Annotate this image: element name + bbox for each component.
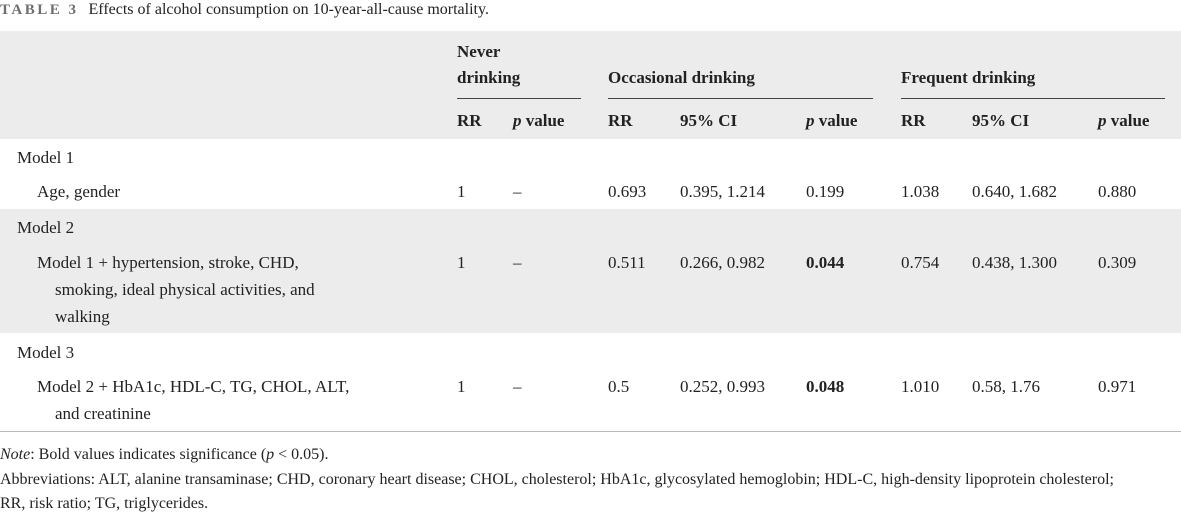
- header-never-line2: drinking: [457, 68, 521, 87]
- table-cell: 1: [457, 253, 466, 272]
- table-cell: 1: [457, 182, 466, 201]
- table-note: Note: Bold values indicates significance…: [0, 444, 329, 466]
- header-never-line1: Never: [457, 42, 501, 61]
- note-threshold: < 0.05).: [274, 446, 329, 463]
- table-cell: 1: [457, 377, 466, 396]
- col-occ-p: p value: [806, 110, 857, 132]
- model-3-adjustment-line2: and creatinine: [55, 404, 151, 423]
- table-cell: –: [513, 377, 522, 396]
- col-occ-rr: RR: [608, 111, 633, 130]
- table-cell: 0.693: [608, 182, 647, 201]
- note-text: : Bold values indicates significance (: [30, 446, 267, 463]
- header-occasional: Occasional drinking: [608, 68, 755, 87]
- col-freq-rr: RR: [901, 111, 926, 130]
- header-occasional-rule: [608, 98, 873, 99]
- table-cell: 0.640, 1.682: [972, 182, 1057, 201]
- col-freq-ci: 95% CI: [972, 111, 1030, 130]
- table-cell-significant: 0.044: [806, 253, 845, 272]
- table-cell: 0.309: [1098, 253, 1137, 272]
- p-symbol: p: [806, 111, 815, 130]
- table-cell: 0.266, 0.982: [680, 253, 765, 272]
- header-never-rule: [457, 98, 581, 99]
- table-cell: 0.5: [608, 377, 630, 396]
- table-abbreviations: Abbreviations: ALT, alanine transaminase…: [0, 471, 1114, 512]
- p-symbol: p: [1098, 111, 1107, 130]
- p-value-word: value: [1106, 111, 1150, 130]
- table-caption: TABLE 3 Effects of alcohol consumption on…: [0, 0, 489, 22]
- table-cell: 0.971: [1098, 377, 1137, 396]
- table-cell: –: [513, 253, 522, 272]
- note-p-symbol: p: [266, 446, 275, 463]
- model-3-label: Model 3: [17, 343, 75, 362]
- table-cell: 1.010: [901, 377, 940, 396]
- table-cell: 0.511: [608, 253, 646, 272]
- p-value-word: value: [814, 111, 858, 130]
- model-2-adjustment-line1: Model 1 + hypertension, stroke, CHD,: [37, 253, 299, 272]
- table-label: TABLE 3: [0, 2, 79, 18]
- col-never-p: p value: [513, 110, 564, 132]
- table-cell: 0.395, 1.214: [680, 182, 765, 201]
- table-cell: 0.199: [806, 182, 845, 201]
- model-3-adjustment-line1: Model 2 + HbA1c, HDL-C, TG, CHOL, ALT,: [37, 377, 350, 396]
- p-symbol: p: [513, 111, 522, 130]
- model-1-label: Model 1: [17, 148, 75, 167]
- table-bottom-rule: [0, 431, 1181, 432]
- note-label: Note: [0, 446, 31, 463]
- model-1-adjustment: Age, gender: [37, 182, 121, 201]
- table-cell: 0.754: [901, 253, 940, 272]
- model-2-row-background: [0, 209, 1181, 333]
- table-cell: –: [513, 182, 522, 201]
- col-never-rr: RR: [457, 111, 482, 130]
- header-background: [0, 31, 1181, 139]
- table-title: Effects of alcohol consumption on 10-yea…: [88, 1, 489, 18]
- table-cell: 0.252, 0.993: [680, 377, 765, 396]
- header-frequent: Frequent drinking: [901, 68, 1036, 87]
- col-occ-ci: 95% CI: [680, 111, 738, 130]
- table-cell-significant: 0.048: [806, 377, 845, 396]
- model-2-adjustment-line3: walking: [55, 307, 110, 326]
- model-2-adjustment-line2: smoking, ideal physical activities, and: [55, 280, 315, 299]
- header-frequent-rule: [901, 98, 1165, 99]
- table-cell: 0.880: [1098, 182, 1137, 201]
- table-cell: 0.438, 1.300: [972, 253, 1057, 272]
- p-value-word: value: [521, 111, 565, 130]
- table-cell: 1.038: [901, 182, 940, 201]
- col-freq-p: p value: [1098, 110, 1149, 132]
- model-2-label: Model 2: [17, 218, 75, 237]
- table-cell: 0.58, 1.76: [972, 377, 1040, 396]
